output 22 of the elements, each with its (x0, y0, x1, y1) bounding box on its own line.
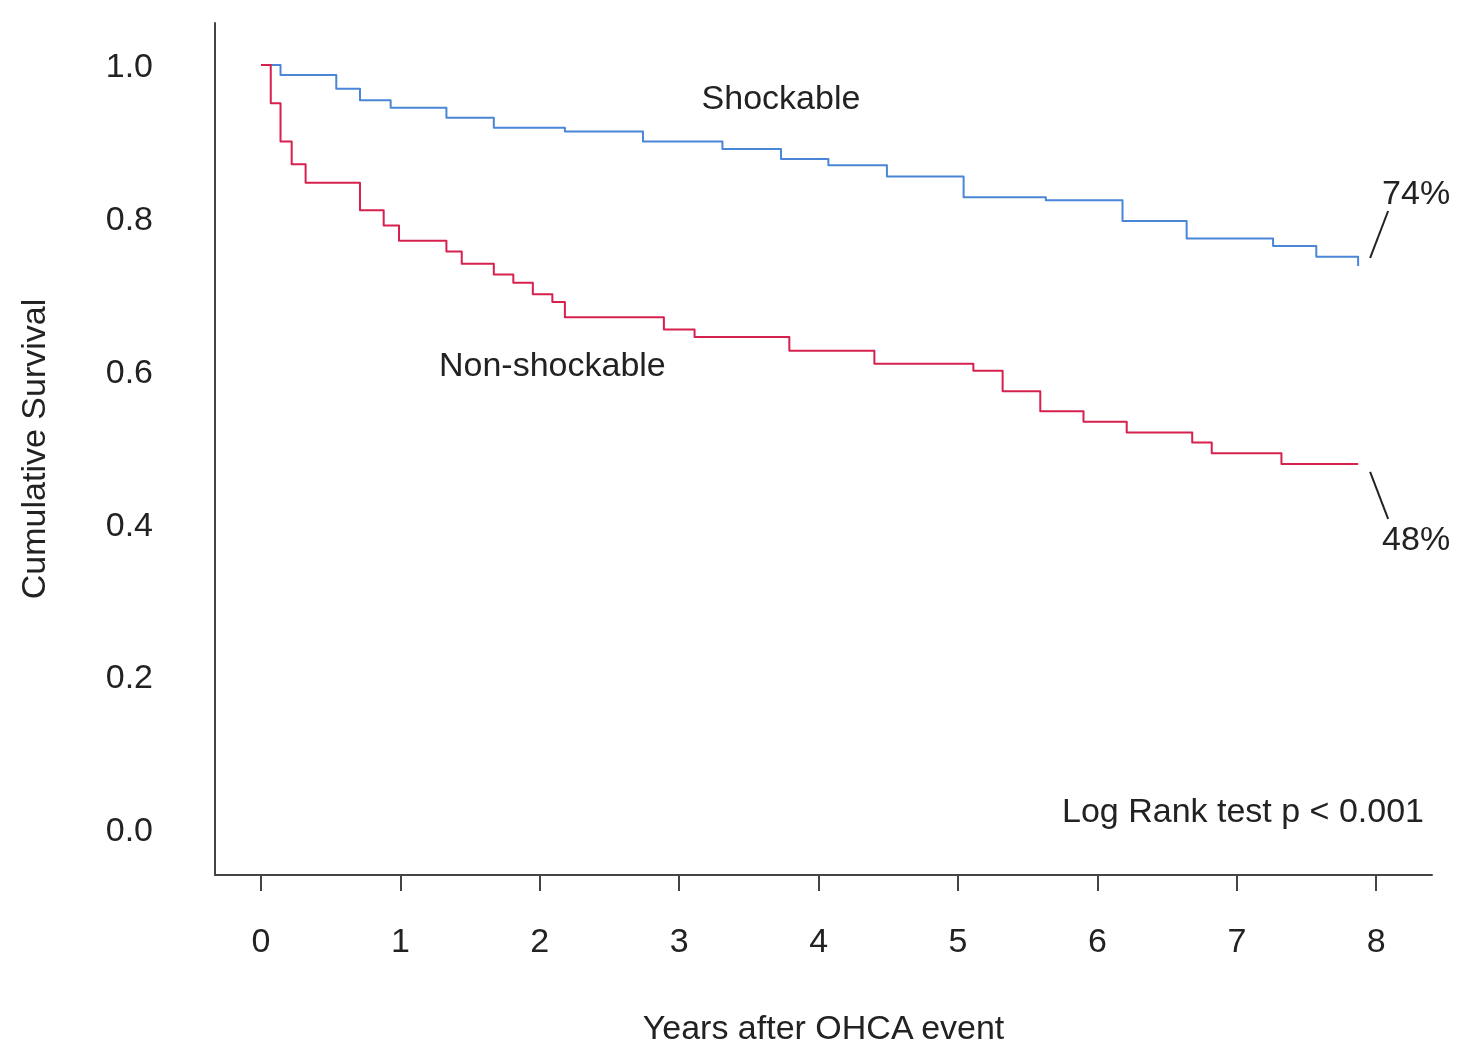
x-tick-label: 3 (669, 921, 689, 959)
series-label: Non-shockable (438, 344, 666, 383)
x-tick-label: 2 (530, 921, 550, 959)
x-tick-label: 4 (809, 921, 829, 959)
series-label: Shockable (701, 78, 861, 117)
y-tick-label: 0.4 (105, 504, 153, 543)
y-tick-label: 0.0 (105, 810, 153, 849)
x-tick-label: 7 (1227, 921, 1247, 959)
annotation: Log Rank test p < 0.001 (1062, 791, 1424, 829)
y-tick-label: 0.2 (105, 657, 153, 696)
x-tick-label: 0 (251, 921, 271, 959)
y-tick-label: 0.8 (105, 198, 153, 237)
x-tick-label: 5 (948, 921, 968, 959)
x-tick-label: 6 (1087, 921, 1107, 959)
annotation: 48% (1382, 518, 1451, 557)
y-axis-title: Cumulative Survival (14, 298, 52, 600)
y-tick-label: 0.6 (105, 351, 153, 390)
x-tick-label: 8 (1366, 921, 1386, 959)
x-tick-label: 1 (390, 921, 410, 959)
y-tick-label: 1.0 (105, 46, 153, 85)
x-axis-title: Years after OHCA event (642, 1008, 1005, 1046)
annotation: 74% (1382, 172, 1451, 211)
